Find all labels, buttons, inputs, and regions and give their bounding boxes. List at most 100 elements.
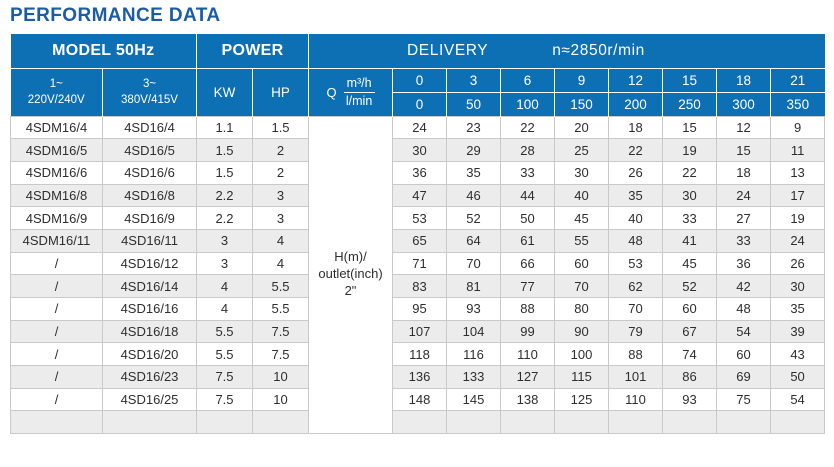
head-value-cell: 33 <box>500 160 556 185</box>
hp-cell: 4 <box>251 228 310 253</box>
head-value-cell: 50 <box>500 206 556 230</box>
kw-cell: 4 <box>196 274 253 298</box>
model-3ph-cell: 4SD16/16 <box>102 297 197 321</box>
head-value-cell: 60 <box>662 297 718 321</box>
head-value-cell: 19 <box>770 206 826 230</box>
empty-cell <box>716 410 772 435</box>
head-value-cell: 136 <box>392 365 448 389</box>
model-3ph-cell: 4SD16/23 <box>102 365 197 389</box>
head-value-cell: 54 <box>716 319 772 344</box>
head-value-cell: 48 <box>608 228 664 253</box>
head-value-cell: 9 <box>770 115 826 140</box>
hp-cell: 3 <box>251 206 310 230</box>
head-value-cell: 75 <box>716 387 772 412</box>
table-row: /4SD16/23 7.5 10 136 133 127 115 101 86 69 50 <box>10 365 826 389</box>
table-row: 4SDM16/11 4SD16/11 3 4 65 64 61 55 48 41 33 24 <box>10 228 826 253</box>
head-value-cell: 52 <box>662 274 718 298</box>
model-3ph-cell: 4SD16/11 <box>102 228 197 253</box>
flow-rate-header: Q m³/h l/min <box>308 68 394 116</box>
head-value-cell: 107 <box>392 319 448 344</box>
hp-cell: 3 <box>251 183 310 208</box>
head-value-cell: 74 <box>662 342 718 367</box>
delivery-lmin-tick: 0 <box>392 92 448 116</box>
head-value-cell: 30 <box>770 274 826 298</box>
delivery-lmin-tick: 350 <box>770 92 825 116</box>
delivery-lmin-tick: 50 <box>446 92 502 116</box>
model-1ph-cell: / <box>10 319 103 344</box>
hp-cell: 7.5 <box>251 342 310 367</box>
head-value-cell: 40 <box>608 206 664 230</box>
header-row-sub1: 1~ 220V/240V 3~ 380V/415V KW HP Q <box>10 68 825 116</box>
head-value-cell: 35 <box>770 297 826 321</box>
head-outlet-cell: H(m)/outlet(inch) 2" <box>308 115 394 435</box>
empty-cell <box>662 410 718 435</box>
model-3ph-cell: 4SD16/25 <box>102 387 197 412</box>
head-value-cell: 53 <box>392 206 448 230</box>
empty-cell <box>554 410 610 435</box>
head-value-cell: 71 <box>392 251 448 276</box>
model-1ph-cell: 4SDM16/5 <box>10 138 103 162</box>
table-row: 4SDM16/9 4SD16/9 2.2 3 53 52 50 45 40 33 27 19 <box>10 206 826 230</box>
head-value-cell: 11 <box>770 138 826 162</box>
head-value-cell: 39 <box>770 319 826 344</box>
q-label: Q <box>326 84 337 100</box>
kw-header: KW <box>196 68 253 116</box>
table-row: /4SD16/12 3 4 71 70 66 60 53 45 36 26 <box>10 251 826 276</box>
head-value-cell: 45 <box>554 206 610 230</box>
head-value-cell: 44 <box>500 183 556 208</box>
head-value-cell: 29 <box>446 138 502 162</box>
performance-table: MODEL 50Hz POWER DELIVERY n≈2850r/min 1~… <box>10 34 826 435</box>
head-value-cell: 70 <box>608 297 664 321</box>
head-value-cell: 33 <box>716 228 772 253</box>
q-unit-m3h: m³/h <box>343 76 375 93</box>
head-value-cell: 115 <box>554 365 610 389</box>
table-row: 4SDM16/4 4SD16/4 1.1 1.5 H(m)/outlet(inch) 2"… <box>10 115 826 435</box>
head-value-cell: 30 <box>392 138 448 162</box>
hp-cell: 2 <box>251 160 310 185</box>
head-value-cell: 53 <box>608 251 664 276</box>
table-row: 4SDM16/6 4SD16/6 1.5 2 36 35 33 30 26 22 18 13 <box>10 160 826 185</box>
hp-cell: 5.5 <box>251 297 310 321</box>
model-3ph-cell: 4SD16/4 <box>102 115 197 140</box>
empty-cell <box>608 410 664 435</box>
head-value-cell: 127 <box>500 365 556 389</box>
table-row: /4SD16/18 5.5 7.5 107 104 99 90 79 67 54 39 <box>10 319 826 344</box>
head-value-cell: 18 <box>716 160 772 185</box>
head-value-cell: 27 <box>716 206 772 230</box>
speed-label: n≈2850r/min <box>552 41 645 59</box>
head-value-cell: 66 <box>500 251 556 276</box>
empty-cell <box>10 410 103 435</box>
head-value-cell: 26 <box>770 251 826 276</box>
head-value-cell: 30 <box>662 183 718 208</box>
head-value-cell: 118 <box>392 342 448 367</box>
head-value-cell: 99 <box>500 319 556 344</box>
head-value-cell: 133 <box>446 365 502 389</box>
table-row: 4SDM16/5 4SD16/5 1.5 2 30 29 28 25 22 19 15 11 <box>10 138 826 162</box>
empty-cell <box>251 410 310 435</box>
empty-cell <box>446 410 502 435</box>
delivery-header: DELIVERY n≈2850r/min <box>308 34 825 69</box>
head-value-cell: 93 <box>662 387 718 412</box>
model-3ph-cell: 4SD16/9 <box>102 206 197 230</box>
head-value-cell: 19 <box>662 138 718 162</box>
head-value-cell: 60 <box>716 342 772 367</box>
model-3ph-cell: 4SD16/18 <box>102 319 197 344</box>
head-value-cell: 83 <box>392 274 448 298</box>
kw-cell: 2.2 <box>196 206 253 230</box>
three-phase-header: 3~ 380V/415V <box>102 68 197 116</box>
kw-cell: 4 <box>196 297 253 321</box>
delivery-lmin-tick: 300 <box>716 92 772 116</box>
delivery-m3h-tick: 6 <box>500 68 556 93</box>
table-row: /4SD16/25 7.5 10 148 145 138 125 110 93 75 54 <box>10 387 826 412</box>
hp-cell: 1.5 <box>251 115 310 140</box>
head-value-cell: 36 <box>392 160 448 185</box>
head-value-cell: 69 <box>716 365 772 389</box>
q-unit-lmin: l/min <box>345 93 373 108</box>
head-value-cell: 40 <box>554 183 610 208</box>
three-phase-line1: 3~ <box>142 77 157 90</box>
head-value-cell: 22 <box>662 160 718 185</box>
hp-cell: 10 <box>251 387 310 412</box>
table-row: /4SD16/14 4 5.5 83 81 77 70 62 52 42 30 <box>10 274 826 298</box>
kw-cell: 1.1 <box>196 115 253 140</box>
